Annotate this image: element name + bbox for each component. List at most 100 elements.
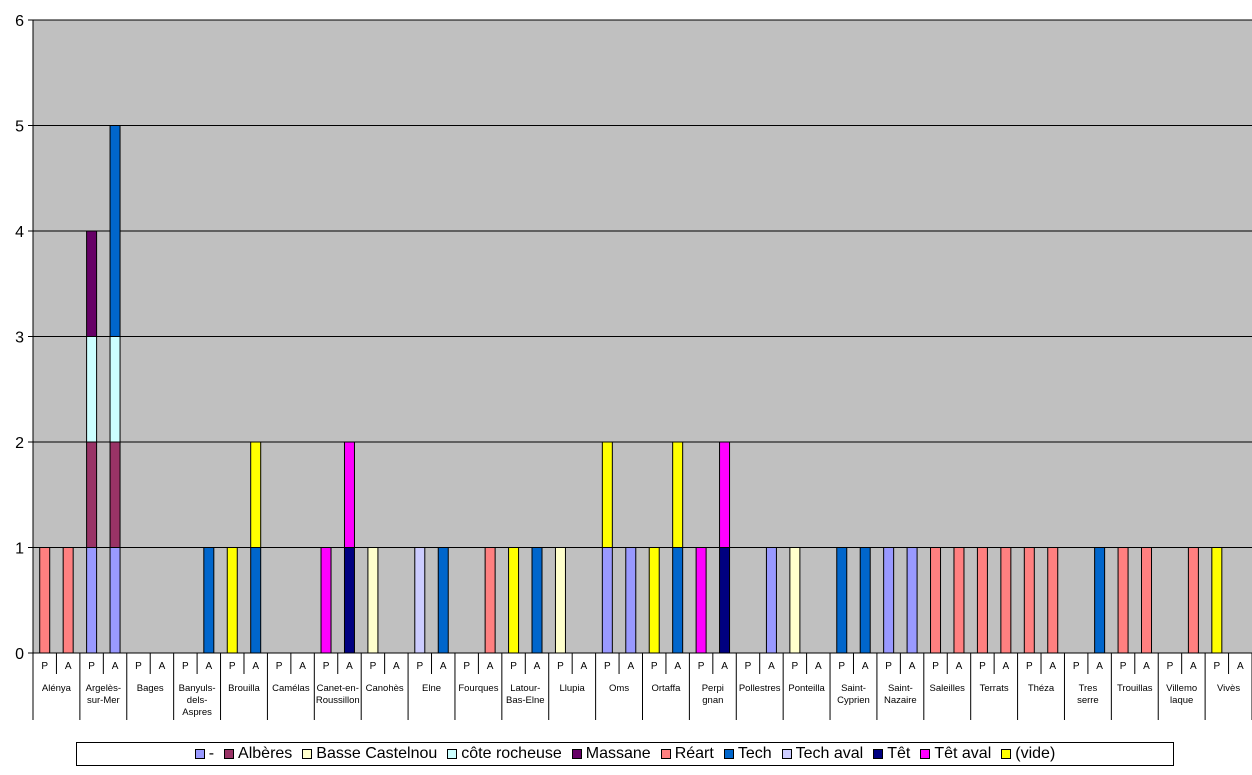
bar-segment (1117, 547, 1129, 654)
group-label: Camélas (272, 683, 310, 694)
legend-label: Basse Castelnou (316, 745, 438, 762)
bar-segment (1047, 547, 1059, 654)
bar-label: P (510, 661, 517, 672)
bar-segment (109, 336, 121, 443)
y-tick-label: 2 (15, 435, 24, 452)
group-label: Saleilles (930, 683, 966, 694)
bar-segment (1211, 547, 1223, 654)
bar-segment (62, 547, 74, 654)
legend-label: Massane (585, 745, 651, 762)
legend-item: Réart (660, 745, 714, 763)
legend-swatch (194, 749, 205, 759)
y-tick-label: 5 (15, 119, 24, 136)
bars (39, 125, 1223, 654)
bar-segment (648, 547, 660, 654)
bar-label: P (323, 661, 330, 672)
legend-label: Têt aval (934, 745, 992, 762)
group-label: Villemo (1166, 683, 1197, 694)
bar-label: A (768, 661, 775, 672)
bar-segment (976, 547, 988, 654)
group-label: serre (1077, 695, 1099, 706)
legend-swatch (302, 749, 313, 759)
bar-segment (1000, 547, 1012, 654)
bar-label: P (41, 661, 48, 672)
bar-label: P (838, 661, 845, 672)
group-label: laque (1170, 695, 1193, 706)
legend-item: Tech aval (781, 745, 863, 763)
bar-label: P (182, 661, 189, 672)
bar-segment (86, 230, 98, 337)
group-label: Théza (1028, 683, 1055, 694)
bar-segment (484, 547, 496, 654)
bar-segment (953, 547, 965, 654)
bar-label: A (393, 661, 400, 672)
group-label: Saint- (841, 683, 866, 694)
bar-segment (1187, 547, 1199, 654)
legend-item: Têt (873, 745, 910, 763)
bar-label: A (627, 661, 634, 672)
legend: - Albères Basse Castelnou côte rocheuse Mass… (76, 742, 1174, 766)
bar-segment (508, 547, 520, 654)
legend-swatch (660, 749, 671, 759)
bar-label: A (815, 661, 822, 672)
legend-swatch (723, 749, 734, 759)
group-label: Pollestres (739, 683, 781, 694)
bar-segment (86, 547, 98, 654)
legend-item: Têt aval (920, 745, 991, 763)
bar-label: A (581, 661, 588, 672)
bar-segment (39, 547, 51, 654)
y-tick-label: 0 (15, 646, 24, 663)
group-label: Trouillas (1117, 683, 1153, 694)
bar-label: A (862, 661, 869, 672)
legend-label: Albères (238, 745, 293, 762)
bar-label: P (1167, 661, 1174, 672)
bar-segment (672, 441, 684, 548)
bar-label: A (112, 661, 119, 672)
bar-label: P (370, 661, 377, 672)
group-label: Aspres (182, 707, 212, 718)
legend-label: (vide) (1015, 745, 1056, 762)
y-tick-label: 3 (15, 330, 24, 347)
group-label: dels- (187, 695, 208, 706)
bar-segment (343, 547, 355, 654)
bar-segment (719, 547, 731, 654)
group-label: Nazaire (884, 695, 917, 706)
group-label: Ponteilla (788, 683, 825, 694)
group-label: Perpi (702, 683, 724, 694)
legend-swatch (920, 749, 931, 759)
group-label: Ortaffa (652, 683, 682, 694)
bar-segment (1094, 547, 1106, 654)
bar-label: A (252, 661, 259, 672)
bar-label: P (463, 661, 470, 672)
bar-label: A (65, 661, 72, 672)
bar-segment (203, 547, 215, 654)
group-label: Canet-en- (317, 683, 359, 694)
bar-label: A (346, 661, 353, 672)
legend-item: Albères (224, 745, 292, 763)
group-label: Bas-Elne (506, 695, 545, 706)
bar-label: A (956, 661, 963, 672)
bar-label: P (885, 661, 892, 672)
bar-label: P (557, 661, 564, 672)
bar-label: A (1237, 661, 1244, 672)
bar-segment (859, 547, 871, 654)
bar-label: A (909, 661, 916, 672)
group-label: Banyuls- (179, 683, 216, 694)
bar-label: P (979, 661, 986, 672)
bar-segment (109, 441, 121, 548)
group-label: Brouilla (228, 683, 260, 694)
legend-label: Têt (887, 745, 911, 762)
bar-segment (109, 547, 121, 654)
bar-segment (86, 336, 98, 443)
group-label: sur-Mer (87, 695, 120, 706)
legend-label: Réart (674, 745, 714, 762)
bar-label: A (721, 661, 728, 672)
legend-item: - (194, 745, 214, 763)
legend-item: Tech (723, 745, 772, 763)
bar-label: P (229, 661, 236, 672)
bar-segment (1141, 547, 1153, 654)
bar-label: A (205, 661, 212, 672)
group-label: Latour- (510, 683, 540, 694)
